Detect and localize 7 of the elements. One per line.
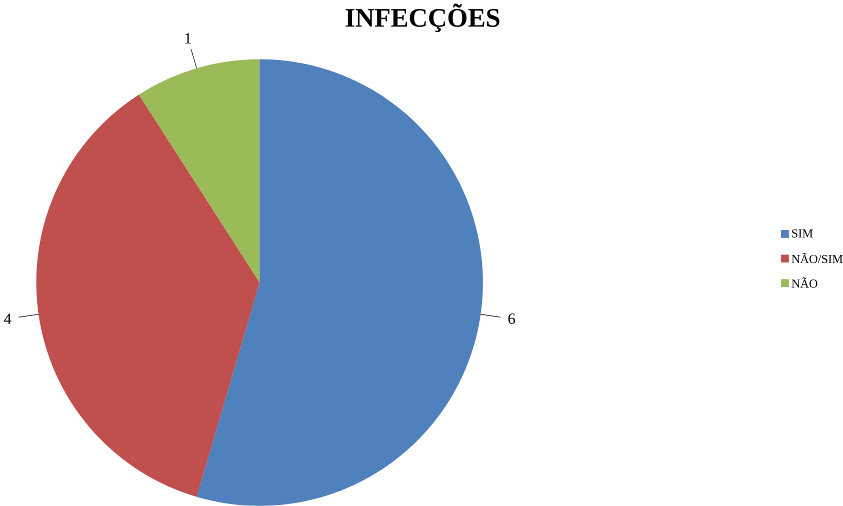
legend-label: SIM	[792, 229, 813, 238]
legend-label: NÃO/SIM	[792, 252, 843, 264]
chart-title: INFECÇÕES	[346, 4, 500, 32]
data-label: 1	[185, 33, 191, 44]
legend-label: NÃO	[792, 277, 818, 288]
data-label: 6	[508, 314, 516, 324]
data-label: 4	[4, 314, 12, 324]
